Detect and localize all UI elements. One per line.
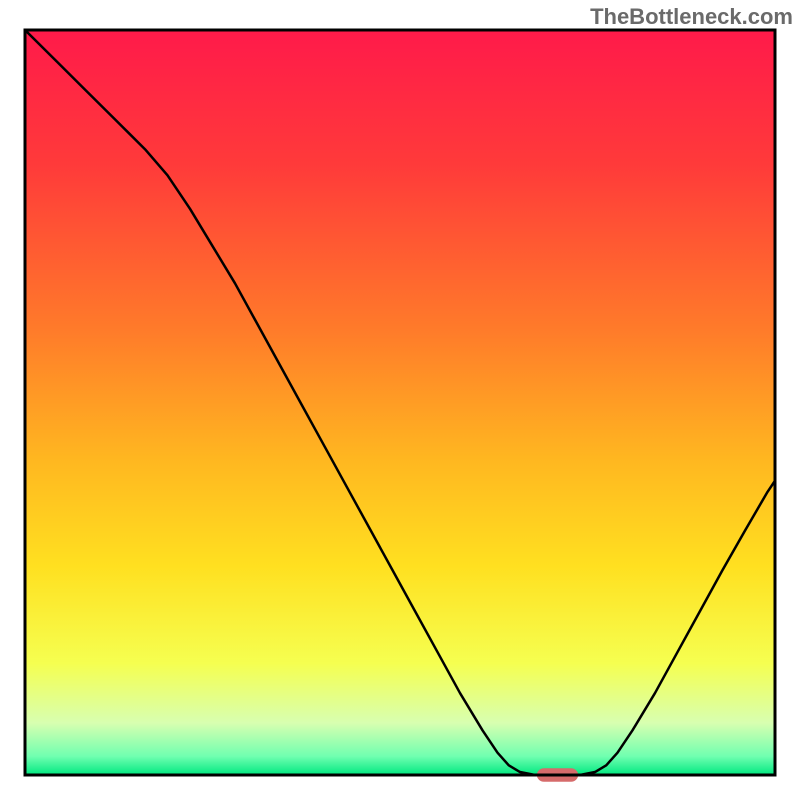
bottleneck-chart: TheBottleneck.com	[0, 0, 800, 800]
chart-svg: TheBottleneck.com	[0, 0, 800, 800]
watermark-text: TheBottleneck.com	[590, 4, 793, 29]
